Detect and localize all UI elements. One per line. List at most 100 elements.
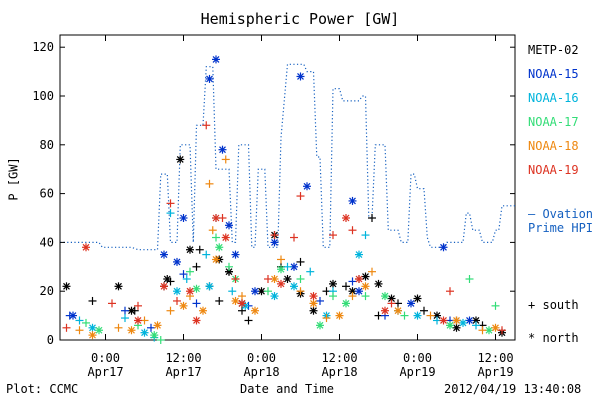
north-marker	[452, 316, 461, 325]
south-marker	[195, 245, 204, 254]
ovation-legend-line1: — Ovation	[528, 207, 594, 221]
x-tick-label-date: Apr18	[321, 365, 357, 379]
north-marker	[303, 182, 311, 191]
south-marker	[361, 292, 370, 301]
south-marker	[368, 214, 376, 222]
north-marker	[221, 233, 230, 242]
north-marker	[176, 155, 185, 164]
x-tick-label-date: Apr18	[243, 365, 279, 379]
south-marker	[212, 233, 220, 242]
south-marker	[173, 296, 181, 305]
south-marker	[296, 275, 305, 283]
y-tick-label: 0	[47, 333, 54, 347]
south-marker	[121, 306, 129, 315]
south-marker	[426, 311, 435, 320]
chart-title: Hemispheric Power [GW]	[200, 10, 400, 28]
south-marker	[472, 321, 480, 330]
north-marker	[335, 311, 344, 320]
plot-frame	[59, 34, 516, 341]
south-marker	[316, 296, 324, 305]
south-marker	[329, 231, 337, 240]
y-tick-label: 20	[40, 284, 54, 298]
south-marker	[228, 287, 237, 296]
north-marker	[173, 287, 181, 296]
north-marker	[277, 279, 285, 288]
north-marker	[355, 287, 363, 296]
north-marker	[153, 321, 162, 330]
south-marker	[238, 292, 246, 301]
north-marker-legend: * north	[528, 331, 579, 345]
south-marker-label: south	[542, 298, 579, 312]
south-marker	[306, 267, 315, 276]
x-tick-label-time: 0:00	[91, 351, 120, 365]
south-marker-legend: + south	[528, 298, 579, 312]
south-marker	[290, 233, 298, 242]
south-marker	[166, 306, 175, 315]
south-marker	[368, 267, 376, 276]
y-tick-label: 80	[40, 138, 54, 152]
x-tick-label-time: 12:00	[165, 351, 201, 365]
north-marker	[316, 321, 324, 330]
north-marker	[199, 306, 207, 315]
south-marker	[192, 262, 201, 271]
x-tick-label-date: Apr19	[399, 365, 435, 379]
south-marker	[62, 323, 71, 332]
north-marker	[82, 243, 90, 252]
north-marker	[342, 299, 350, 308]
north-marker	[348, 196, 357, 205]
north-marker	[179, 214, 188, 222]
marker-layer	[62, 55, 506, 344]
north-marker	[381, 306, 389, 315]
south-marker	[221, 155, 230, 164]
y-tick-label: 60	[40, 187, 54, 201]
south-marker	[361, 231, 370, 240]
south-marker-symbol: +	[528, 298, 536, 312]
x-tick-label-time: 0:00	[247, 351, 276, 365]
north-marker	[95, 326, 103, 335]
south-marker	[121, 314, 129, 323]
north-marker	[225, 221, 233, 230]
north-marker	[296, 72, 305, 81]
north-marker	[192, 284, 201, 293]
south-marker	[478, 326, 487, 335]
south-marker	[225, 262, 233, 271]
plot-border	[59, 34, 516, 341]
north-marker	[140, 328, 149, 337]
ovation-line-layer	[60, 63, 515, 251]
south-marker	[114, 323, 123, 332]
north-marker	[231, 250, 240, 259]
south-marker	[231, 275, 240, 283]
y-axis-label: P [GW]	[6, 157, 21, 201]
x-tick-label-date: Apr19	[477, 365, 513, 379]
north-marker	[231, 296, 240, 305]
north-marker	[452, 323, 461, 332]
footer-left: Plot: CCMC	[6, 382, 79, 396]
north-marker	[459, 318, 467, 327]
north-marker	[270, 292, 279, 301]
north-marker	[62, 282, 71, 291]
legend-item: NOAA-16	[528, 91, 579, 105]
north-marker	[309, 306, 318, 315]
legend-item: NOAA-17	[528, 115, 579, 129]
north-marker	[290, 262, 298, 271]
north-marker	[186, 287, 194, 296]
north-marker	[394, 306, 402, 315]
north-marker	[439, 243, 448, 252]
north-marker	[374, 279, 383, 288]
south-marker	[156, 336, 165, 344]
north-marker	[88, 323, 97, 332]
north-marker	[127, 326, 136, 335]
south-marker	[387, 299, 396, 308]
north-marker	[309, 292, 318, 301]
south-marker	[348, 292, 357, 301]
south-marker	[244, 316, 253, 325]
south-marker	[270, 231, 279, 240]
north-marker	[215, 243, 224, 252]
north-marker	[439, 316, 448, 325]
south-marker	[208, 226, 217, 235]
north-marker	[361, 282, 370, 291]
x-tick-label-time: 12:00	[321, 351, 357, 365]
south-marker	[491, 301, 500, 310]
south-marker	[329, 292, 337, 301]
south-marker	[202, 121, 211, 130]
